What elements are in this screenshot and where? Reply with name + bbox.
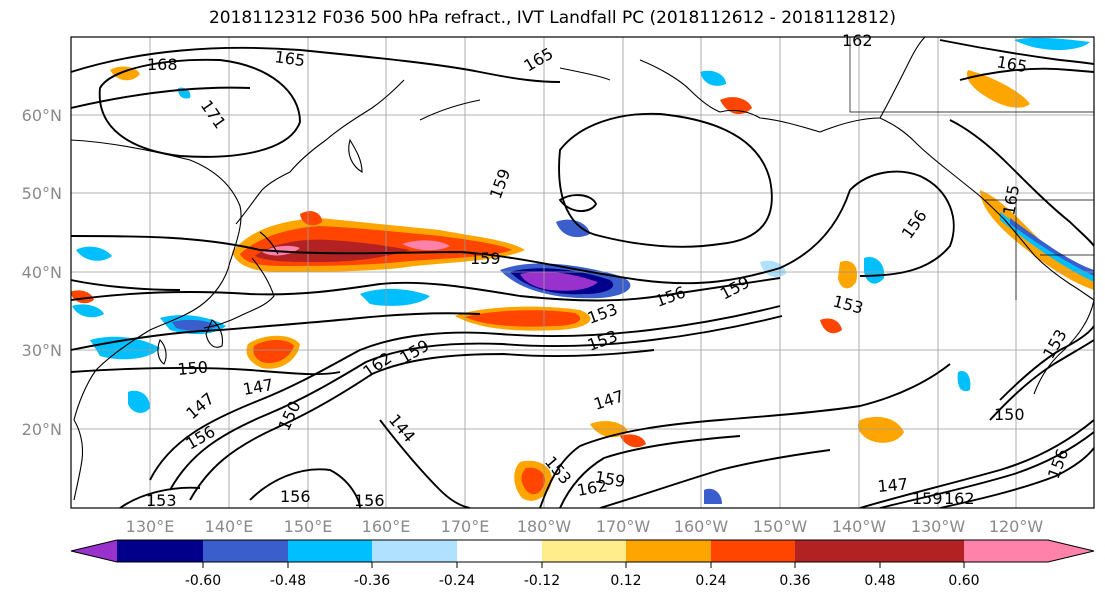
colorbar-tick-label: 0.60	[948, 573, 979, 589]
colorbar-tick-label: 0.12	[610, 573, 641, 589]
lon-tick-label: 130°E	[126, 517, 175, 536]
contour-label: 156	[653, 282, 688, 310]
contour-label: 147	[877, 474, 909, 496]
lon-tick-label: 180°W	[517, 517, 572, 536]
colorbar-segment	[117, 540, 203, 562]
contour-label: 156	[183, 422, 219, 454]
lat-tick-label: 30°N	[22, 341, 62, 360]
lon-tick-label: 150°W	[753, 517, 808, 536]
lon-tick-label: 150°E	[284, 517, 333, 536]
colorbar-tick-label: 0.36	[779, 573, 810, 589]
colorbar-segment	[372, 540, 457, 562]
longitude-axis: 130°E 140°E 150°E 160°E 170°E 180°W 170°…	[126, 517, 1044, 536]
lon-tick-label: 120°W	[989, 517, 1044, 536]
contour-label: 156	[280, 487, 311, 506]
colorbar-segment	[711, 540, 795, 562]
contour-label: 144	[385, 410, 419, 446]
contour-label: 150	[994, 405, 1025, 424]
contour-label: 147	[182, 389, 218, 423]
colorbar: -0.60 -0.48 -0.36 -0.24 -0.12 0.12 0.24 …	[70, 539, 1095, 589]
lat-tick-label: 50°N	[22, 184, 62, 203]
contour-label: 162	[575, 476, 608, 500]
contour-label: 153	[146, 491, 177, 510]
colorbar-tick-label: 0.48	[864, 573, 895, 589]
colorbar-segment	[457, 540, 542, 562]
contour-label: 150	[177, 357, 209, 379]
contour-label: 159	[470, 249, 501, 268]
contour-label: 153	[831, 292, 865, 318]
political-borders	[849, 37, 1094, 300]
colorbar-segment	[880, 540, 964, 562]
coastlines	[71, 37, 1094, 501]
colorbar-tick-label: -0.36	[354, 573, 390, 589]
colorbar-tick-label: 0.24	[695, 573, 726, 589]
contour-label: 159	[912, 489, 943, 508]
lon-tick-label: 140°E	[205, 517, 254, 536]
lat-tick-label: 20°N	[22, 420, 62, 439]
lon-tick-label: 170°E	[441, 517, 490, 536]
contour-label: 165	[521, 44, 557, 76]
colorbar-segment	[795, 540, 880, 562]
contour-label: 162	[944, 489, 975, 508]
contour-label: 153	[585, 326, 620, 354]
colorbar-extend-low	[71, 540, 117, 562]
lon-tick-label: 160°E	[362, 517, 411, 536]
colorbar-outline	[70, 539, 1095, 563]
colorbar-tick-label: -0.60	[185, 573, 221, 589]
lon-tick-label: 170°W	[596, 517, 651, 536]
contour-label: 156	[898, 206, 931, 242]
lon-tick-label: 140°W	[832, 517, 887, 536]
map-frame	[70, 36, 1095, 509]
colorbar-extend-high	[964, 540, 1094, 562]
contour-label: 159	[486, 166, 514, 201]
contour-label: 156	[354, 491, 385, 510]
contour-label: 165	[999, 183, 1023, 216]
colorbar-tick-label: -0.24	[439, 573, 475, 589]
graticule	[71, 37, 1094, 508]
contour-label: 162	[842, 31, 873, 50]
colorbar-segment	[203, 540, 288, 562]
lat-tick-label: 60°N	[22, 106, 62, 125]
colorbar-segment	[626, 540, 711, 562]
contour-label: 171	[197, 96, 230, 132]
contour-label: 165	[273, 47, 306, 70]
colorbar-segment	[288, 540, 372, 562]
colorbar-segment	[542, 540, 626, 562]
map-title: 2018112312 F036 500 hPa refract., IVT La…	[208, 8, 896, 28]
height-contours	[71, 39, 1094, 508]
lat-tick-label: 40°N	[22, 263, 62, 282]
latitude-axis: 60°N 50°N 40°N 30°N 20°N	[22, 106, 62, 439]
colorbar-tick-label: -0.12	[524, 573, 560, 589]
lon-tick-label: 160°W	[674, 517, 729, 536]
lon-tick-label: 130°W	[911, 517, 966, 536]
contour-label: 147	[591, 386, 626, 414]
colorbar-tick-label: -0.48	[270, 573, 306, 589]
contour-label: 153	[585, 299, 620, 327]
contour-label: 159	[397, 336, 433, 368]
contour-label: 168	[147, 55, 178, 74]
